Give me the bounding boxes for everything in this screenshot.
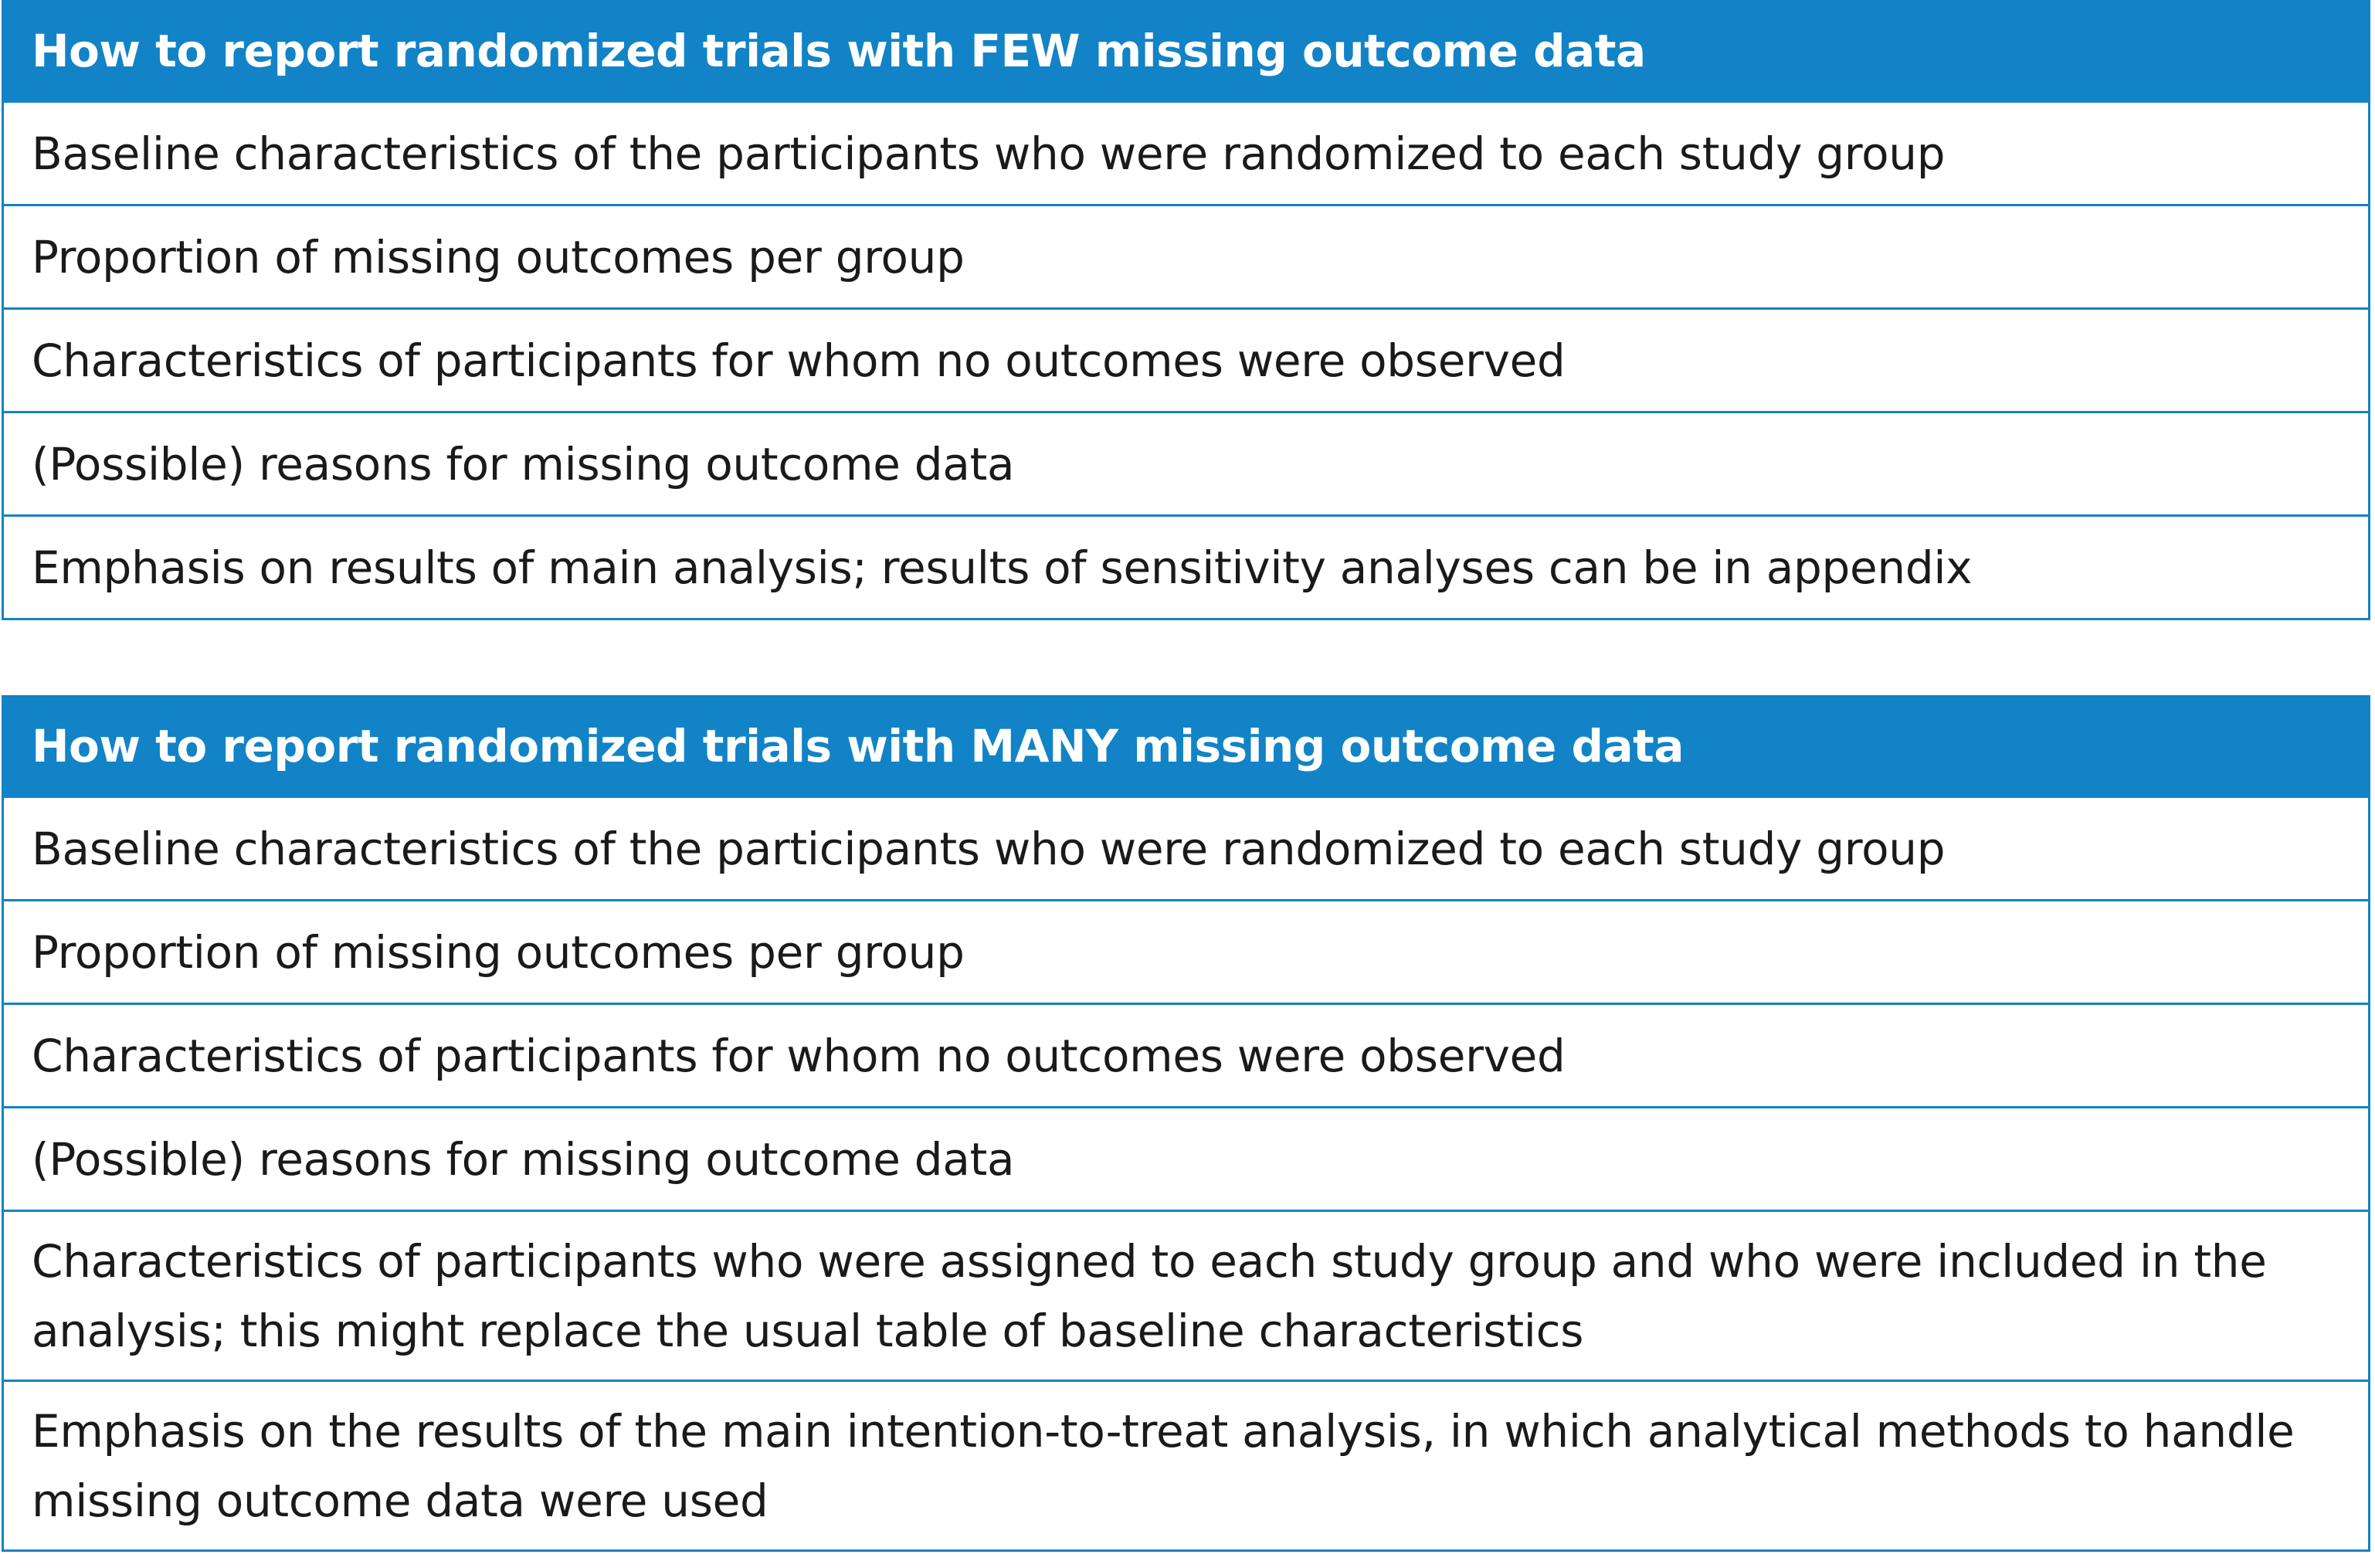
- table-row: (Possible) reasons for missing outcome d…: [4, 1108, 2368, 1212]
- few-missing-data-table: How to report randomized trials with FEW…: [2, 0, 2370, 620]
- table-row: Emphasis on the results of the main inte…: [4, 1382, 2368, 1552]
- table-row: Characteristics of participants for whom…: [4, 1005, 2368, 1108]
- table-row: Proportion of missing outcomes per group: [4, 206, 2368, 310]
- few-missing-data-header: How to report randomized trials with FEW…: [4, 0, 2368, 103]
- table-row: Characteristics of participants who were…: [4, 1212, 2368, 1382]
- table-row: Proportion of missing outcomes per group: [4, 901, 2368, 1005]
- table-row: Baseline characteristics of the particip…: [4, 798, 2368, 901]
- table-row: Characteristics of participants for whom…: [4, 310, 2368, 413]
- many-missing-data-table: How to report randomized trials with MAN…: [2, 695, 2370, 1552]
- many-missing-data-header: How to report randomized trials with MAN…: [4, 695, 2368, 798]
- table-row: Baseline characteristics of the particip…: [4, 103, 2368, 206]
- table-row: (Possible) reasons for missing outcome d…: [4, 413, 2368, 517]
- table-row: Emphasis on results of main analysis; re…: [4, 517, 2368, 620]
